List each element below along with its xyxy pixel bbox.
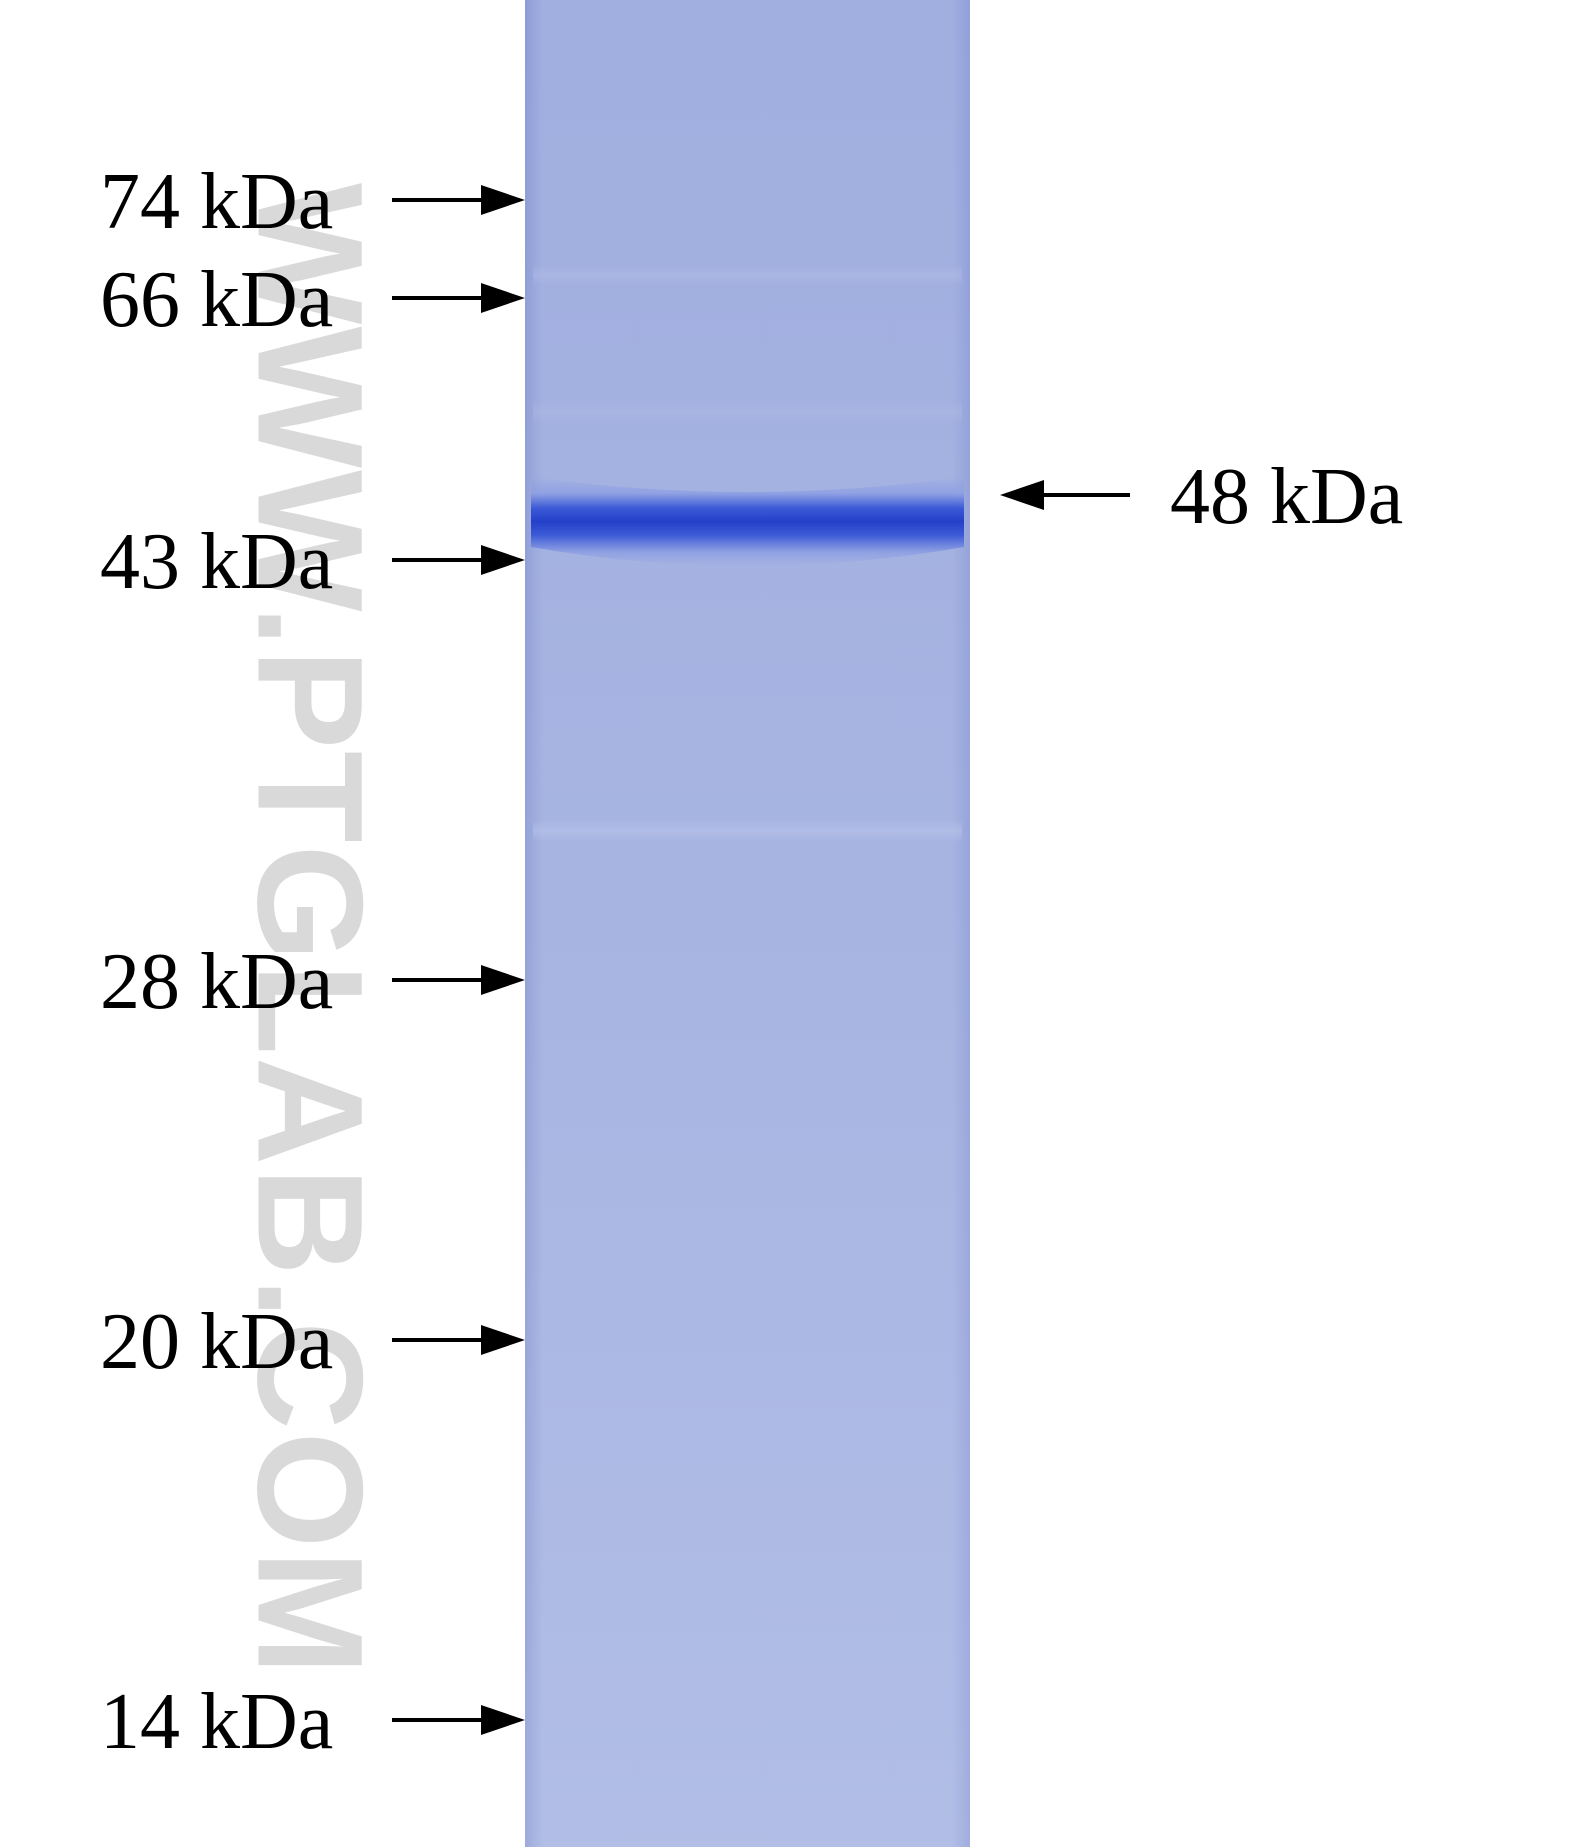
arrow-right-icon xyxy=(392,541,525,579)
arrow-right-icon xyxy=(392,279,525,317)
faint-band xyxy=(533,820,962,842)
sample-arrow-left-icon xyxy=(1000,476,1130,514)
gel-figure: WWW.PTGLAB.COM 74 kDa66 kDa 43 kDa 28 kDa 2… xyxy=(0,0,1585,1847)
arrow-right-icon xyxy=(392,1321,525,1359)
arrow-right-icon xyxy=(392,961,525,999)
sample-band xyxy=(531,455,964,605)
ladder-marker-label: 66 kDa xyxy=(100,255,333,346)
faint-band xyxy=(533,400,962,424)
arrow-right-icon xyxy=(392,1701,525,1739)
ladder-marker-label: 74 kDa xyxy=(100,157,333,248)
ladder-marker-label: 28 kDa xyxy=(100,937,333,1028)
ladder-marker-label: 43 kDa xyxy=(100,517,333,608)
watermark-text: WWW.PTGLAB.COM xyxy=(224,183,397,1677)
sample-band-label: 48 kDa xyxy=(1170,452,1403,543)
arrow-right-icon xyxy=(392,181,525,219)
ladder-marker-label: 14 kDa xyxy=(100,1677,333,1768)
faint-band xyxy=(533,265,962,285)
ladder-marker-label: 20 kDa xyxy=(100,1297,333,1388)
